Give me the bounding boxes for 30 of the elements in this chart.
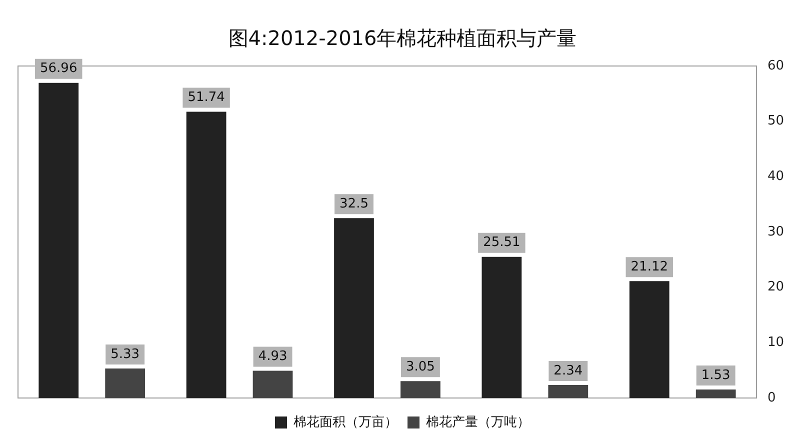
bar <box>482 256 522 398</box>
data-label: 3.05 <box>406 360 435 374</box>
data-label: 51.74 <box>188 90 225 106</box>
y-tick-label: 10 <box>767 335 784 350</box>
y-tick-label: 30 <box>767 224 784 240</box>
bar <box>696 390 736 398</box>
bar <box>629 281 670 398</box>
legend-label: 棉花面积（万亩） <box>294 414 398 430</box>
bar <box>548 385 588 398</box>
y-tick-label: 40 <box>767 169 784 184</box>
legend-label: 棉花产量（万吨） <box>426 414 530 430</box>
y-tick-label: 60 <box>767 58 784 74</box>
data-label: 56.96 <box>40 61 78 76</box>
bar <box>400 381 440 398</box>
bar <box>252 370 293 398</box>
data-label: 4.93 <box>258 349 288 364</box>
bar <box>186 112 226 398</box>
data-label: 1.53 <box>701 368 730 383</box>
bar <box>38 82 79 398</box>
bar <box>334 218 374 398</box>
data-label: 32.5 <box>340 196 368 212</box>
chart-title: 图4:2012-2016年棉花种植面积与产量 <box>228 26 577 50</box>
data-label: 21.12 <box>630 260 668 275</box>
bar <box>105 368 146 398</box>
data-label: 25.51 <box>483 235 520 250</box>
data-label: 2.34 <box>554 363 583 378</box>
data-label: 5.33 <box>110 346 140 362</box>
y-tick-label: 20 <box>767 280 784 295</box>
y-tick-label: 0 <box>767 390 776 406</box>
y-tick-label: 50 <box>767 114 784 129</box>
